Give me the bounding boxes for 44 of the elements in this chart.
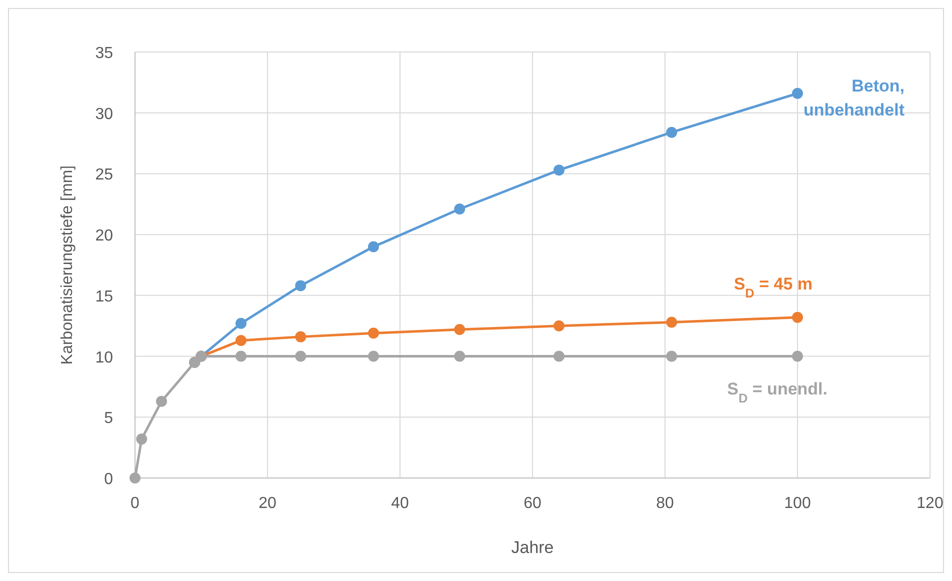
point [295,331,306,342]
point [236,350,246,362]
point [554,164,564,176]
point [554,350,564,362]
y-tick-label: 10 [95,349,114,366]
point [236,334,246,346]
point [792,312,803,323]
x-tick-label: 0 [130,495,140,512]
y-tick-label: 20 [95,228,114,245]
point [666,316,678,328]
point [454,350,466,362]
y-tick-label: 15 [95,288,114,306]
point [666,126,678,138]
x-tick-label: 20 [258,495,276,512]
point [156,396,167,407]
series-label: S$_{D}$ = 45 m [734,274,812,300]
point [454,324,466,336]
y-tick-label: 0 [104,471,114,488]
point [130,472,140,484]
point [554,320,564,332]
point [295,350,306,362]
point [792,88,803,99]
y-tick-label: 5 [104,410,114,428]
x-tick-label: 40 [391,495,409,512]
y-tick-label: 25 [95,166,114,184]
point [136,434,148,445]
point [295,280,306,292]
x-tick-label: 100 [784,495,811,512]
x-axis-title: Jahre [511,538,554,557]
point [368,350,379,362]
point [236,318,246,329]
point [368,241,379,252]
x-tick-label: 120 [916,495,944,512]
y-tick-label: 30 [95,106,114,123]
point [792,350,803,362]
point [454,204,466,215]
point [368,328,379,339]
y-axis-title: Karbonatisierungstiefe [mm] [59,165,76,365]
series-label: Beton, unbehandelt [803,76,905,120]
x-tick-label: 60 [524,495,542,512]
point [666,350,678,362]
x-tick-label: 80 [656,495,674,512]
series-label: S$_{D}$ = unendl. [727,379,828,405]
y-tick-label: 35 [95,45,114,62]
